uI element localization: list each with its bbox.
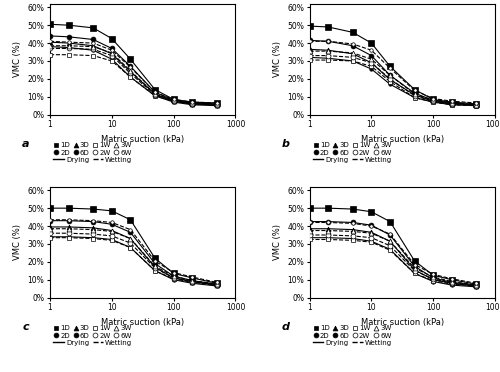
Y-axis label: VMC (%): VMC (%) bbox=[272, 224, 281, 260]
Legend: Drying, Wetting: Drying, Wetting bbox=[54, 340, 132, 346]
Text: c: c bbox=[22, 322, 29, 332]
X-axis label: Matric suction (kPa): Matric suction (kPa) bbox=[360, 318, 444, 327]
X-axis label: Matric suction (kPa): Matric suction (kPa) bbox=[360, 135, 444, 144]
Y-axis label: VMC (%): VMC (%) bbox=[13, 224, 22, 260]
Legend: Drying, Wetting: Drying, Wetting bbox=[313, 157, 392, 163]
Legend: Drying, Wetting: Drying, Wetting bbox=[313, 340, 392, 346]
X-axis label: Matric suction (kPa): Matric suction (kPa) bbox=[101, 318, 184, 327]
Legend: Drying, Wetting: Drying, Wetting bbox=[54, 157, 132, 163]
Text: d: d bbox=[282, 322, 290, 332]
Y-axis label: VMC (%): VMC (%) bbox=[13, 41, 22, 77]
X-axis label: Matric suction (kPa): Matric suction (kPa) bbox=[101, 135, 184, 144]
Text: b: b bbox=[282, 139, 290, 149]
Text: a: a bbox=[22, 139, 30, 149]
Y-axis label: VMC (%): VMC (%) bbox=[272, 41, 281, 77]
